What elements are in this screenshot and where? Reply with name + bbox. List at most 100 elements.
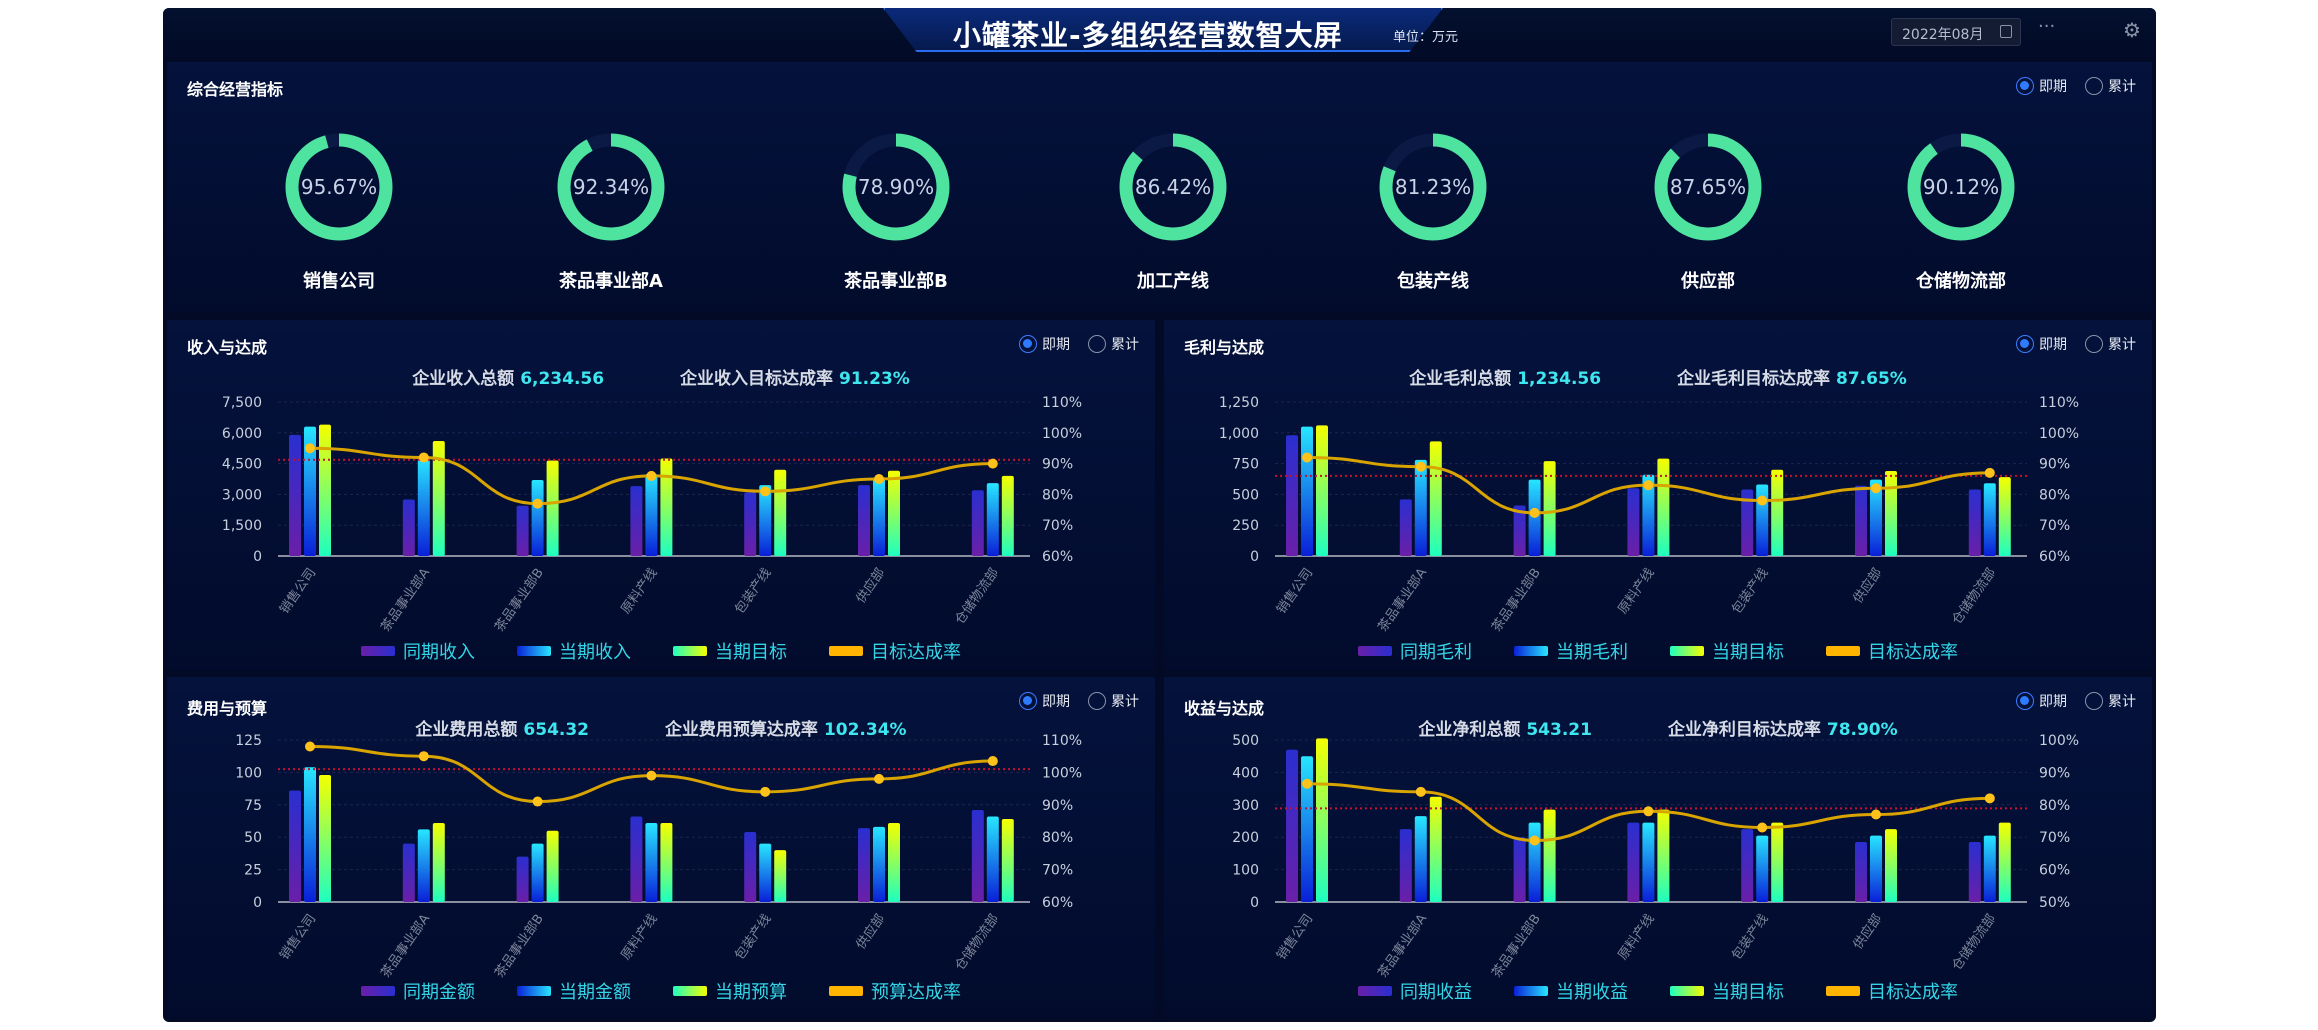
bar-target[interactable] [774,850,787,902]
bar-prior[interactable] [1741,829,1754,902]
legend-item[interactable]: 目标达成率 [1826,638,1958,664]
bar-current[interactable] [1414,459,1427,556]
bar-prior[interactable] [1741,489,1754,556]
rate-point[interactable] [418,751,429,762]
bar-current[interactable] [986,816,999,902]
legend-item[interactable]: 当期目标 [1670,638,1784,664]
bar-prior[interactable] [1513,505,1526,556]
bar-prior[interactable] [289,434,301,556]
bar-target[interactable] [1885,470,1897,556]
bar-prior[interactable] [1855,842,1867,902]
date-picker[interactable]: 2022年08月 [1891,18,2021,46]
bar-prior[interactable] [858,485,870,556]
rate-point[interactable] [987,756,998,767]
bar-target[interactable] [888,470,900,556]
bar-target[interactable] [1001,819,1014,902]
rate-point[interactable] [1643,806,1654,817]
radio-cumulative[interactable]: 累计 [1088,334,1139,354]
radio-current[interactable]: 即期 [2016,76,2067,96]
bar-current[interactable] [417,829,430,902]
bar-prior[interactable] [630,486,643,556]
rate-point[interactable] [1871,809,1881,820]
bar-current[interactable] [759,485,772,556]
bar-current[interactable] [873,479,885,556]
bar-target[interactable] [1998,822,2011,902]
bar-target[interactable] [888,822,900,902]
bar-current[interactable] [1528,822,1541,902]
bar-current[interactable] [1756,484,1769,556]
bar-current[interactable] [1756,835,1769,902]
bar-current[interactable] [1870,479,1882,556]
bar-prior[interactable] [516,856,529,902]
rate-point[interactable] [305,443,315,454]
bar-target[interactable] [1543,809,1556,902]
radio-cumulative[interactable]: 累计 [1088,691,1139,711]
bar-prior[interactable] [1399,499,1412,556]
bar-prior[interactable] [858,828,870,902]
bar-current[interactable] [531,480,544,556]
rate-point[interactable] [1871,483,1881,494]
legend-item[interactable]: 当期收入 [517,638,631,664]
rate-point[interactable] [987,458,998,469]
legend-item[interactable]: 同期毛利 [1358,638,1472,664]
bar-target[interactable] [1771,822,1784,902]
rate-point[interactable] [1643,480,1654,491]
bar-target[interactable] [1998,477,2011,556]
bar-prior[interactable] [402,499,415,556]
rate-point[interactable] [1529,835,1540,846]
bar-target[interactable] [660,458,673,556]
bar-prior[interactable] [630,816,643,902]
rate-point[interactable] [1302,778,1312,789]
bar-prior[interactable] [516,505,529,556]
bar-target[interactable] [1316,425,1328,556]
bar-prior[interactable] [1968,489,1981,556]
bar-current[interactable] [1642,822,1655,902]
radio-cumulative[interactable]: 累计 [2085,334,2136,354]
legend-item[interactable]: 当期收益 [1514,978,1628,1004]
bar-target[interactable] [1429,441,1442,556]
bar-current[interactable] [1301,426,1313,556]
bar-target[interactable] [660,822,673,902]
legend-item[interactable]: 同期金额 [361,978,475,1004]
rate-point[interactable] [1984,793,1995,804]
rate-point[interactable] [532,498,543,509]
bar-prior[interactable] [1513,837,1526,902]
bar-current[interactable] [645,473,658,556]
bar-current[interactable] [1983,835,1996,902]
bar-current[interactable] [873,826,885,902]
legend-item[interactable]: 目标达成率 [829,638,961,664]
rate-point[interactable] [646,470,657,481]
bar-current[interactable] [1983,483,1996,556]
legend-item[interactable]: 同期收益 [1358,978,1472,1004]
rate-point[interactable] [1757,495,1768,506]
bar-current[interactable] [1870,835,1882,902]
bar-target[interactable] [319,424,331,556]
bar-target[interactable] [1429,796,1442,902]
bar-current[interactable] [417,457,430,556]
bar-current[interactable] [1301,756,1313,902]
bar-target[interactable] [1657,458,1670,556]
legend-item[interactable]: 同期收入 [361,638,475,664]
bar-current[interactable] [759,843,772,902]
rate-point[interactable] [1529,507,1540,518]
legend-item[interactable]: 当期金额 [517,978,631,1004]
rate-point[interactable] [532,796,543,807]
bar-target[interactable] [1771,469,1784,556]
rate-point[interactable] [760,486,771,497]
bar-prior[interactable] [1286,435,1298,556]
bar-target[interactable] [432,441,445,556]
legend-item[interactable]: 当期毛利 [1514,638,1628,664]
radio-cumulative[interactable]: 累计 [2085,691,2136,711]
bar-prior[interactable] [971,809,984,902]
bar-prior[interactable] [744,492,757,556]
bar-prior[interactable] [1627,822,1640,902]
bar-target[interactable] [432,822,445,902]
bar-prior[interactable] [1286,749,1298,902]
bar-target[interactable] [1543,461,1556,556]
bar-prior[interactable] [402,843,415,902]
bar-target[interactable] [319,774,331,902]
radio-current[interactable]: 即期 [2016,691,2067,711]
bar-current[interactable] [986,483,999,556]
rate-point[interactable] [305,741,315,752]
rate-point[interactable] [418,452,429,463]
